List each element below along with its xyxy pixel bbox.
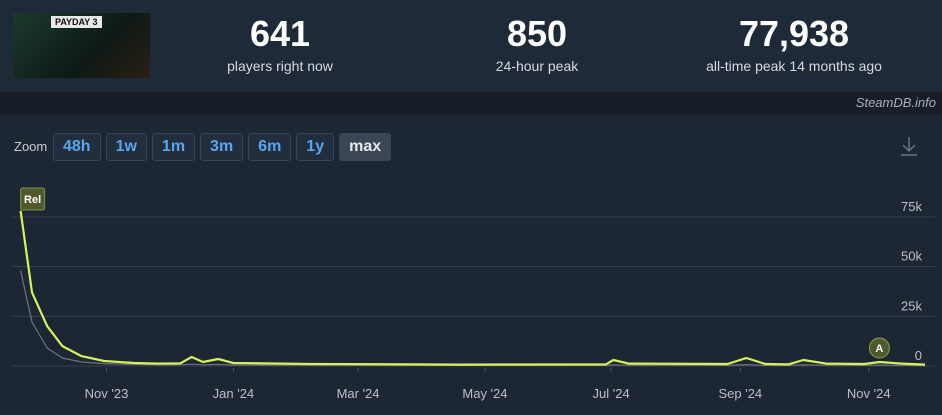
zoom-button[interactable]: 3m [200,133,244,161]
download-icon[interactable] [901,137,917,156]
x-tick-label: Mar '24 [337,386,380,401]
game-logo[interactable]: PAYDAY 3 [13,13,150,78]
stat: 850 24-hour peak [407,13,667,75]
stat-value: 850 [506,13,568,54]
x-tick-label: Nov '23 [85,386,129,401]
stat: 641 players right now [150,13,410,75]
stat: 77,938 all-time peak 14 months ago [664,13,924,75]
series-line [20,270,926,367]
source-strip: SteamDB.info [0,92,942,115]
x-tick-label: May '24 [462,386,507,401]
zoom-button[interactable]: 6m [248,133,292,161]
logo-text: PAYDAY 3 [51,16,102,28]
x-tick-label: Jan '24 [213,386,255,401]
release-marker [20,187,46,211]
y-tick-label: 75k [901,199,922,214]
stat-label: players right now [227,58,333,74]
y-tick-label: 0 [915,348,922,363]
stat-label: all-time peak 14 months ago [706,58,882,74]
zoom-button[interactable]: 1w [105,133,147,161]
stat-value: 77,938 [738,13,850,54]
header: PAYDAY 3 641 players right now 850 24-hour… [0,0,942,92]
zoom-button[interactable]: 1m [151,133,196,161]
x-tick-label: Sep '24 [718,386,762,401]
series-line [19,210,926,366]
x-tick-label: Nov '24 [847,386,891,401]
annotation-label: Rel [24,194,41,206]
zoom-button[interactable]: max [339,133,392,161]
stat-label: 24-hour peak [495,58,579,74]
y-tick-label: 50k [901,249,922,264]
source[interactable]: SteamDB.info [855,95,936,110]
zoom-button[interactable]: 48h [53,133,101,161]
x-tick-label: Jul '24 [593,386,630,401]
zoom-label: Zoom [14,139,48,154]
annotation-label: A [875,343,883,355]
zoom-button[interactable]: 1y [296,133,335,161]
zoom-buttons: 48h 1w 1m 3m 6m 1y max [53,133,392,161]
stat-value: 641 [249,13,311,54]
y-tick-label: 25k [901,298,922,313]
annotation-marker [868,337,890,359]
